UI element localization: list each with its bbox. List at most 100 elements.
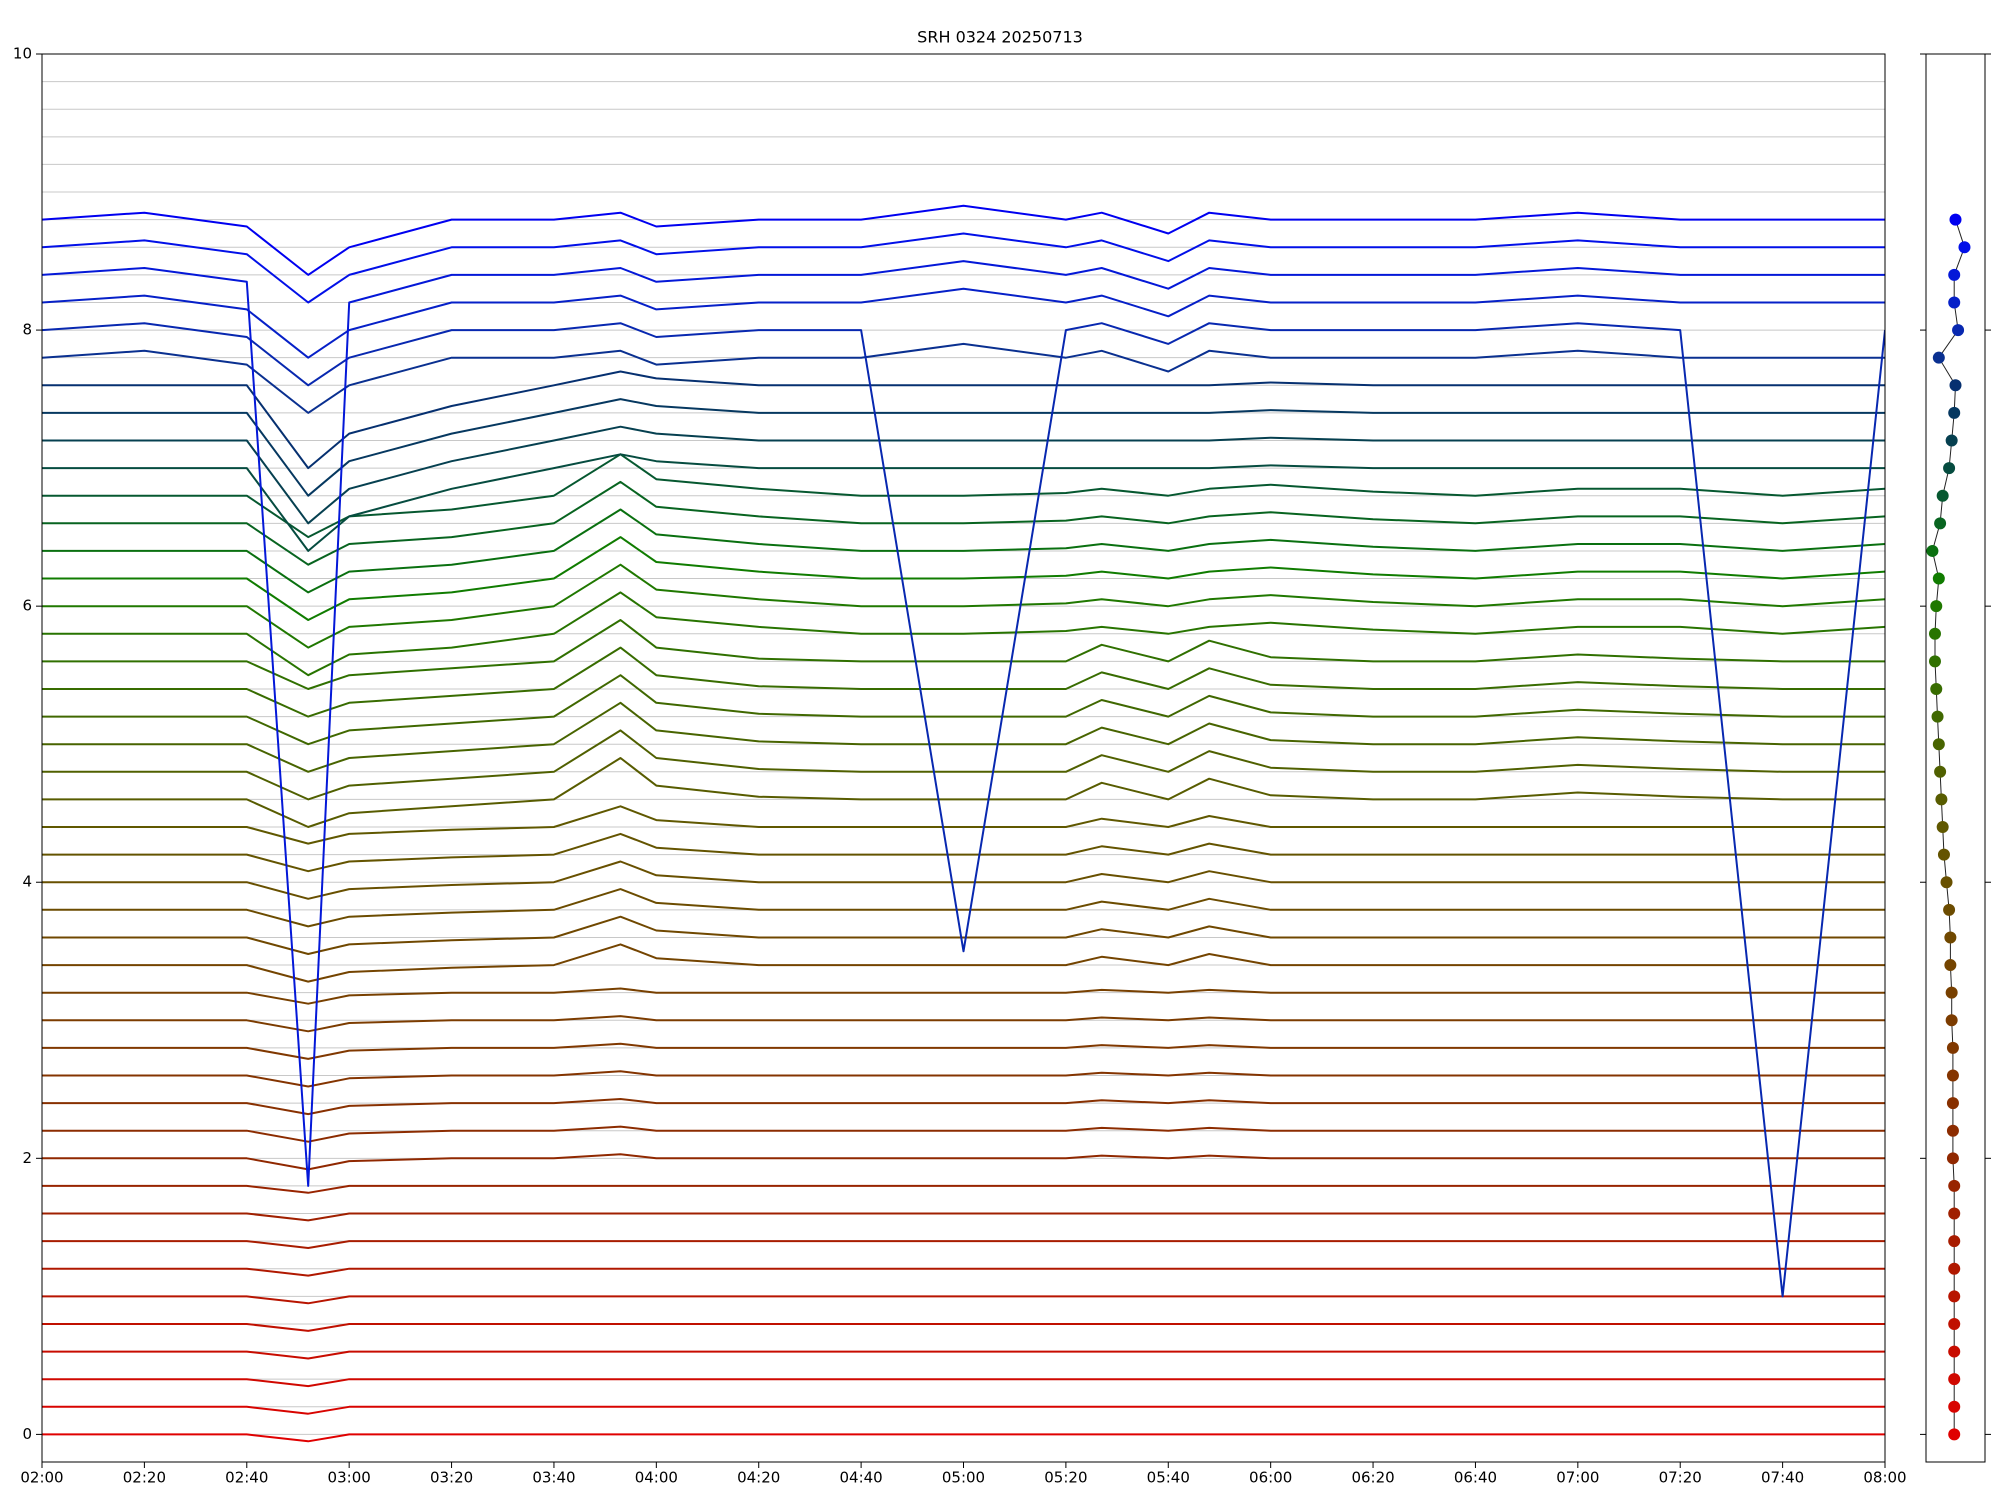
x-tick-label: 06:40: [1454, 1469, 1497, 1487]
profile-dot: [1940, 876, 1953, 889]
trace-line: [42, 591, 1885, 677]
profile-dot: [1948, 1400, 1961, 1413]
trace-line: [42, 1405, 1885, 1415]
trace-line: [42, 888, 1885, 928]
trace-line: [42, 832, 1885, 873]
trace-line: [42, 1267, 1885, 1277]
trace-line: [42, 674, 1885, 746]
trace-line: [42, 1378, 1885, 1388]
trace-line: [42, 1070, 1885, 1088]
trace-line: [42, 1295, 1885, 1305]
trace-line: [42, 701, 1885, 773]
traces: [42, 204, 1885, 1443]
profile-dot: [1948, 1207, 1961, 1220]
profile-dot: [1945, 1014, 1958, 1027]
profile-dot: [1943, 462, 1956, 475]
profile-dot: [1946, 1097, 1959, 1110]
x-tick-label: 07:20: [1659, 1469, 1702, 1487]
profile-dot: [1946, 1124, 1959, 1137]
trace-line: [42, 805, 1885, 845]
profile-dot: [1958, 241, 1971, 254]
profile-frame: [1925, 53, 1986, 1463]
x-tick-label: 03:20: [430, 1469, 473, 1487]
profile-dot: [1948, 1428, 1961, 1441]
plot-frame: [41, 53, 1886, 1463]
trace-line: [42, 1240, 1885, 1249]
profile-dot: [1952, 324, 1965, 337]
trace-line: [42, 1323, 1885, 1332]
trace-line: [42, 480, 1885, 566]
trace-line: [42, 757, 1885, 828]
trace-line: [42, 453, 1885, 552]
x-tick-label: 03:40: [532, 1469, 575, 1487]
profile-dot: [1937, 848, 1950, 861]
x-tick-label: 07:40: [1761, 1469, 1804, 1487]
profile-dot: [1944, 931, 1957, 944]
profile-dot: [1948, 296, 1961, 309]
trace-line: [42, 1212, 1885, 1222]
trace-line: [42, 563, 1885, 649]
trace-line: [42, 1098, 1885, 1116]
trace-line: [42, 1184, 1885, 1194]
trace-line: [42, 1125, 1885, 1143]
profile-dot: [1943, 903, 1956, 916]
x-tick-label: 04:40: [839, 1469, 882, 1487]
trace-line: [42, 204, 1885, 276]
trace-line: [42, 1153, 1885, 1171]
profile-dot: [1934, 765, 1947, 778]
profile-dot: [1945, 986, 1958, 999]
profile-dot: [1932, 351, 1945, 364]
trace-line: [42, 915, 1885, 955]
x-tick-label: 05:00: [942, 1469, 985, 1487]
profile-dot: [1928, 655, 1941, 668]
profile-dot: [1930, 600, 1943, 613]
profile-dot: [1926, 544, 1939, 557]
profile-dot: [1948, 1345, 1961, 1358]
profile-dot: [1949, 379, 1962, 392]
trace-line: [42, 260, 1885, 1187]
profile-dot: [1946, 1152, 1959, 1165]
x-tick-label: 05:20: [1044, 1469, 1087, 1487]
trace-line: [42, 322, 1885, 1298]
profile-dot: [1946, 1041, 1959, 1054]
trace-line: [42, 987, 1885, 1005]
profile-dot: [1948, 1235, 1961, 1248]
profile-dot: [1948, 1373, 1961, 1386]
y-tick-label: 10: [13, 45, 32, 63]
y-tick-label: 0: [22, 1425, 32, 1443]
trace-line: [42, 729, 1885, 801]
trace-line: [42, 619, 1885, 690]
profile-dot: [1948, 406, 1961, 419]
x-tick-label: 05:40: [1147, 1469, 1190, 1487]
x-tick-label: 06:20: [1351, 1469, 1394, 1487]
y-tick-label: 6: [22, 597, 32, 615]
x-tick-label: 02:20: [123, 1469, 166, 1487]
profile-dot: [1948, 1290, 1961, 1303]
profile-dot: [1928, 627, 1941, 640]
profile-dot: [1931, 710, 1944, 723]
profile-dot: [1946, 1069, 1959, 1082]
profile-dot: [1932, 572, 1945, 585]
y-tick-label: 4: [22, 873, 32, 891]
x-tick-label: 03:00: [328, 1469, 371, 1487]
x-tick-label: 06:00: [1249, 1469, 1292, 1487]
trace-line: [42, 287, 1885, 359]
trace-line: [42, 425, 1885, 525]
x-tick-label: 07:00: [1556, 1469, 1599, 1487]
profile-dot: [1944, 959, 1957, 972]
profile-dot: [1948, 1262, 1961, 1275]
profile-dot: [1945, 434, 1958, 447]
x-tick-label: 08:00: [1863, 1469, 1906, 1487]
chart-title: SRH 0324 20250713: [917, 28, 1083, 47]
trace-line: [42, 646, 1885, 718]
profile-dot: [1936, 489, 1949, 502]
profile-dot: [1932, 738, 1945, 751]
profile-dot: [1948, 1317, 1961, 1330]
profile-dot: [1930, 682, 1943, 695]
profile-dot: [1936, 821, 1949, 834]
profile-dot: [1949, 213, 1962, 226]
trace-line: [42, 398, 1885, 497]
trace-line: [42, 943, 1885, 983]
y-tick-label: 2: [22, 1149, 32, 1167]
